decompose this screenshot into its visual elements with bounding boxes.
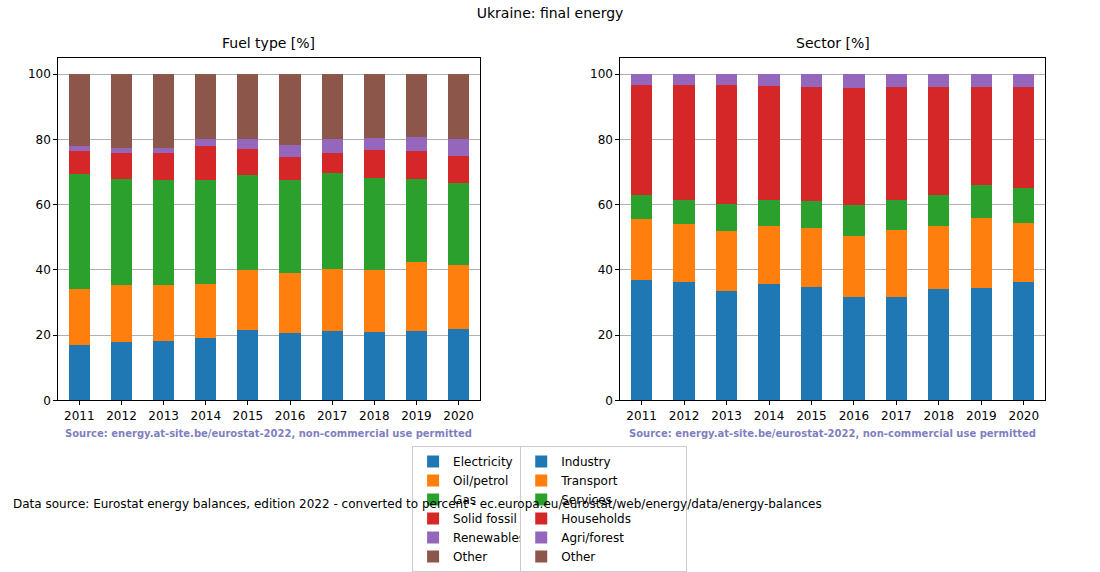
svg-text:Solid fossil: Solid fossil	[453, 512, 517, 526]
svg-text:40: 40	[36, 263, 51, 277]
svg-text:Other: Other	[561, 550, 595, 564]
svg-text:40: 40	[598, 263, 613, 277]
svg-text:Transport: Transport	[560, 474, 618, 488]
svg-text:20: 20	[598, 328, 613, 342]
svg-text:2019: 2019	[966, 409, 997, 423]
svg-text:2011: 2011	[64, 409, 95, 423]
svg-text:80: 80	[36, 133, 51, 147]
svg-text:2019: 2019	[401, 409, 432, 423]
svg-text:Oil/petrol: Oil/petrol	[453, 474, 508, 488]
svg-text:Services: Services	[561, 493, 612, 507]
svg-text:20: 20	[36, 328, 51, 342]
svg-text:2014: 2014	[754, 409, 785, 423]
svg-text:Industry: Industry	[561, 455, 610, 469]
svg-text:Sector [%]: Sector [%]	[796, 35, 870, 51]
svg-text:Fuel type [%]: Fuel type [%]	[222, 35, 315, 51]
svg-text:Electricity: Electricity	[453, 455, 513, 469]
svg-text:2020: 2020	[443, 409, 474, 423]
svg-text:2015: 2015	[796, 409, 827, 423]
svg-text:100: 100	[590, 67, 613, 81]
svg-text:Households: Households	[561, 512, 631, 526]
svg-text:2018: 2018	[359, 409, 390, 423]
svg-text:Source: energy.at-site.be/euro: Source: energy.at-site.be/eurostat-2022,…	[629, 428, 1036, 439]
svg-text:2012: 2012	[669, 409, 700, 423]
svg-text:2014: 2014	[190, 409, 221, 423]
svg-text:2020: 2020	[1008, 409, 1039, 423]
svg-text:2015: 2015	[233, 409, 264, 423]
svg-text:0: 0	[43, 394, 51, 408]
svg-text:2018: 2018	[924, 409, 955, 423]
svg-text:2011: 2011	[626, 409, 657, 423]
svg-text:Ukraine: final energy: Ukraine: final energy	[477, 5, 624, 21]
svg-text:Agri/forest: Agri/forest	[561, 531, 624, 545]
svg-text:2016: 2016	[275, 409, 306, 423]
svg-text:2013: 2013	[711, 409, 742, 423]
svg-text:2017: 2017	[317, 409, 348, 423]
svg-text:Data source: Eurostat energy b: Data source: Eurostat energy balances, e…	[13, 497, 822, 511]
svg-text:Source: energy.at-site.be/euro: Source: energy.at-site.be/eurostat-2022,…	[65, 428, 472, 439]
svg-text:100: 100	[28, 67, 51, 81]
svg-text:2013: 2013	[148, 409, 179, 423]
svg-text:80: 80	[598, 133, 613, 147]
svg-text:60: 60	[598, 198, 613, 212]
svg-text:60: 60	[36, 198, 51, 212]
svg-text:2017: 2017	[881, 409, 912, 423]
svg-text:2016: 2016	[839, 409, 870, 423]
svg-text:2012: 2012	[106, 409, 137, 423]
svg-text:Other: Other	[453, 550, 487, 564]
svg-text:0: 0	[605, 394, 613, 408]
svg-text:Gas: Gas	[453, 493, 476, 507]
